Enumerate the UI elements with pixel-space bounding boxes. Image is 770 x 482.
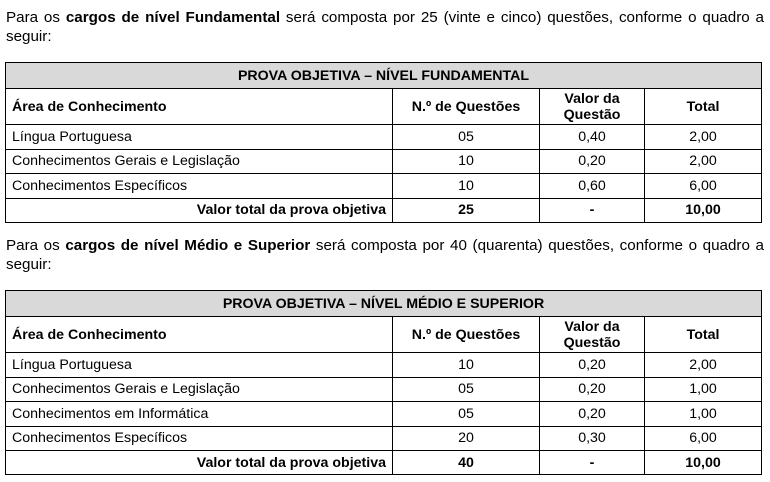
header-question-value-line1: Valor da (564, 90, 620, 107)
table-row: Conhecimentos Gerais e Legislação 05 0,2… (5, 376, 763, 402)
cell-total: 6,00 (644, 173, 762, 199)
cell-num: 10 (392, 173, 540, 199)
cell-value: 0,40 (539, 124, 645, 150)
cell-value: 0,20 (539, 401, 645, 427)
cell-value: 0,20 (539, 376, 645, 402)
total-num: 25 (392, 197, 540, 223)
cell-area: Língua Portuguesa (5, 124, 393, 150)
cell-total: 2,00 (643, 352, 763, 378)
table-row: Língua Portuguesa 05 0,40 2,00 (5, 124, 762, 150)
header-question-value-line1: Valor da (564, 318, 620, 335)
cell-num: 05 (392, 376, 540, 402)
intro-paragraph-fundamental: Para os cargos de nível Fundamental será… (6, 8, 764, 46)
header-question-value: Valor da Questão (539, 316, 645, 353)
total-num: 40 (392, 450, 540, 475)
cell-total: 2,00 (644, 148, 762, 174)
table-total-row: Valor total da prova objetiva 25 - 10,00 (5, 197, 762, 223)
header-area: Área de Conhecimento (5, 88, 393, 125)
table-title: PROVA OBJETIVA – NÍVEL MÉDIO E SUPERIOR (4, 290, 763, 317)
header-question-value-line2: Questão (563, 106, 621, 123)
cell-value: 0,60 (539, 173, 645, 199)
header-area: Área de Conhecimento (5, 316, 393, 353)
cell-value: 0,30 (539, 425, 645, 451)
cell-area: Conhecimentos em Informática (5, 401, 393, 427)
cell-area: Conhecimentos Específicos (5, 173, 393, 199)
intro-bold-role: cargos de nível Médio e Superior (65, 237, 311, 254)
total-label: Valor total da prova objetiva (5, 197, 393, 223)
table-row: Conhecimentos Específicos 20 0,30 6,00 (5, 425, 763, 451)
cell-num: 20 (392, 425, 540, 451)
cell-area: Conhecimentos Gerais e Legislação (5, 148, 393, 174)
cell-num: 10 (392, 352, 540, 378)
intro-text-start: Para os (6, 237, 66, 254)
exam-table-fundamental: PROVA OBJETIVA – NÍVEL FUNDAMENTAL Área … (5, 62, 762, 223)
table-header-row: Área de Conhecimento N.º de Questões Val… (5, 88, 762, 125)
total-label: Valor total da prova objetiva (5, 450, 393, 475)
header-num-questions: N.º de Questões (392, 316, 540, 353)
intro-text-end: será composta por 25 (vinte e cinco) que… (6, 9, 765, 45)
cell-total: 1,00 (643, 376, 763, 402)
cell-value: 0,20 (539, 148, 645, 174)
table-title-row: PROVA OBJETIVA – NÍVEL MÉDIO E SUPERIOR (4, 290, 763, 317)
header-num-questions: N.º de Questões (392, 88, 540, 125)
table-total-row: Valor total da prova objetiva 40 - 10,00 (5, 450, 763, 475)
header-question-value: Valor da Questão (539, 88, 645, 125)
intro-bold-role: cargos de nível Fundamental (65, 9, 281, 26)
table-header-row: Área de Conhecimento N.º de Questões Val… (5, 316, 763, 353)
intro-text-end: será composta por 40 (quarenta) questões… (6, 237, 764, 273)
intro-text-start: Para os (6, 9, 66, 26)
exam-table-medio-superior: PROVA OBJETIVA – NÍVEL MÉDIO E SUPERIOR … (4, 290, 763, 475)
intro-paragraph-medio-superior: Para os cargos de nível Médio e Superior… (6, 236, 764, 274)
header-total: Total (644, 88, 762, 125)
table-row: Conhecimentos em Informática 05 0,20 1,0… (5, 401, 763, 427)
cell-num: 05 (392, 401, 540, 427)
cell-area: Conhecimentos Específicos (5, 425, 393, 451)
table-row: Conhecimentos Específicos 10 0,60 6,00 (5, 173, 762, 199)
total-value: - (539, 197, 645, 223)
header-total: Total (643, 316, 763, 353)
cell-total: 6,00 (643, 425, 763, 451)
table-title-row: PROVA OBJETIVA – NÍVEL FUNDAMENTAL (5, 62, 762, 89)
cell-total: 1,00 (643, 401, 763, 427)
total-total: 10,00 (643, 450, 763, 475)
cell-area: Língua Portuguesa (5, 352, 393, 378)
total-value: - (539, 450, 645, 475)
cell-num: 05 (392, 124, 540, 150)
table-row: Língua Portuguesa 10 0,20 2,00 (5, 352, 763, 378)
table-row: Conhecimentos Gerais e Legislação 10 0,2… (5, 148, 762, 174)
total-total: 10,00 (644, 197, 762, 223)
header-question-value-line2: Questão (563, 334, 621, 351)
cell-total: 2,00 (644, 124, 762, 150)
cell-value: 0,20 (539, 352, 645, 378)
cell-num: 10 (392, 148, 540, 174)
cell-area: Conhecimentos Gerais e Legislação (5, 376, 393, 402)
table-title: PROVA OBJETIVA – NÍVEL FUNDAMENTAL (5, 62, 762, 89)
